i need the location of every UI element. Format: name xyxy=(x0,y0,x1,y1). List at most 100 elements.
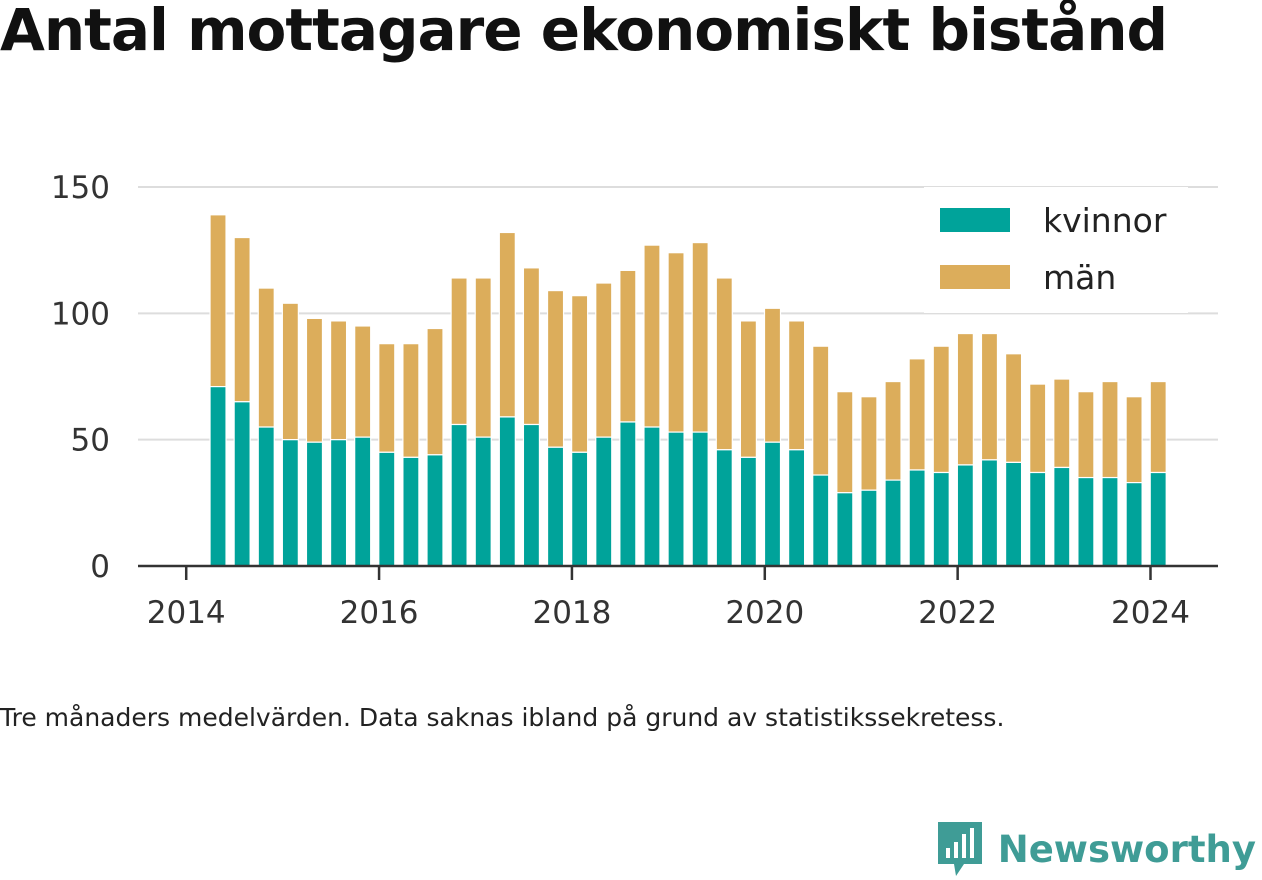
bar-kvinnor xyxy=(595,436,613,567)
bar-kvinnor xyxy=(1077,476,1095,567)
bar-man xyxy=(980,332,999,461)
bar-kvinnor xyxy=(691,431,709,567)
bar-man xyxy=(281,302,299,441)
bar-man xyxy=(402,343,420,458)
bar-kvinnor xyxy=(474,436,492,567)
bar-kvinnor xyxy=(378,451,396,567)
bar-man xyxy=(643,244,661,428)
bar-kvinnor xyxy=(956,464,974,567)
newsworthy-logo-icon xyxy=(937,822,982,876)
brand-logo[interactable]: Newsworthy xyxy=(934,818,1256,880)
bar-man xyxy=(667,252,685,433)
x-tick-label: 2018 xyxy=(532,595,611,631)
bar-man xyxy=(498,231,516,418)
bar-man xyxy=(619,269,637,423)
bar-man xyxy=(956,332,974,466)
bar-man xyxy=(715,277,733,451)
bar-kvinnor xyxy=(1029,471,1047,567)
bar-kvinnor xyxy=(667,431,685,567)
bar-kvinnor xyxy=(619,421,637,567)
bar-man xyxy=(426,327,444,456)
bar-kvinnor xyxy=(1004,461,1023,567)
bar-man xyxy=(908,358,926,471)
axes: 0 50 100 150 2014 2016 2018 2020 2022 2024 xyxy=(51,170,1218,631)
bar-man xyxy=(546,289,565,448)
bar-kvinnor xyxy=(980,459,999,567)
bar-kvinnor xyxy=(788,449,806,567)
chart-note: Tre månaders medelvärden. Data saknas ib… xyxy=(0,703,1005,732)
legend-label: män xyxy=(1043,258,1116,297)
bar-kvinnor xyxy=(329,439,348,567)
bar-man xyxy=(932,345,950,474)
bar-man xyxy=(1125,396,1143,484)
bar-man xyxy=(1149,380,1167,474)
bar-man xyxy=(788,320,806,451)
bar-man xyxy=(378,343,396,453)
x-tick-label: 2022 xyxy=(918,595,997,631)
bar-kvinnor xyxy=(281,439,299,567)
legend-swatch xyxy=(940,265,1010,289)
bar-man xyxy=(329,320,348,441)
bar-man xyxy=(257,287,275,428)
x-tick-label: 2014 xyxy=(147,595,226,631)
bar-kvinnor xyxy=(305,441,324,567)
bar-man xyxy=(739,320,757,458)
bar-kvinnor xyxy=(884,479,902,567)
bar-man xyxy=(233,236,251,403)
bar-man xyxy=(1029,383,1047,474)
bar-kvinnor xyxy=(932,471,950,567)
bar-kvinnor xyxy=(546,446,565,567)
y-tick-label: 150 xyxy=(51,170,110,206)
legend-label: kvinnor xyxy=(1043,201,1167,240)
x-tick-label: 2016 xyxy=(340,595,419,631)
brand-name: Newsworthy xyxy=(997,827,1256,871)
bar-man xyxy=(812,345,830,476)
bar-kvinnor xyxy=(739,456,757,567)
bar-kvinnor xyxy=(209,386,227,567)
bar-man xyxy=(209,214,227,388)
x-tick-label: 2024 xyxy=(1111,595,1190,631)
bar-kvinnor xyxy=(402,456,420,567)
bar-kvinnor xyxy=(426,454,444,567)
bar-kvinnor xyxy=(763,441,782,567)
bar-man xyxy=(1053,378,1071,469)
legend-swatch xyxy=(940,208,1010,232)
bar-kvinnor xyxy=(450,423,468,567)
bar-man xyxy=(884,380,902,481)
y-tick-label: 100 xyxy=(51,296,110,332)
x-tick-label: 2020 xyxy=(725,595,804,631)
bar-kvinnor xyxy=(522,423,541,567)
bar-kvinnor xyxy=(1149,471,1167,567)
bar-man xyxy=(474,277,492,438)
bar-kvinnor xyxy=(643,426,661,567)
bar-man xyxy=(1077,391,1095,479)
y-tick-label: 0 xyxy=(90,549,110,585)
bar-man xyxy=(836,391,854,494)
bar-man xyxy=(1101,380,1119,479)
bar-kvinnor xyxy=(836,492,854,567)
bar-man xyxy=(305,317,324,443)
bar-kvinnor xyxy=(1053,466,1071,567)
bar-man xyxy=(1004,353,1023,464)
bar-man xyxy=(691,241,709,433)
stacked-bar-chart: 0 50 100 150 2014 2016 2018 2020 2022 2024 kvinno… xyxy=(51,170,1218,631)
bar-man xyxy=(763,307,782,443)
legend: kvinnor män xyxy=(924,187,1188,313)
bar-man xyxy=(354,325,372,438)
bar-man xyxy=(450,277,468,426)
bar-kvinnor xyxy=(498,416,516,567)
bar-kvinnor xyxy=(233,401,251,567)
bar-kvinnor xyxy=(812,474,830,567)
bar-kvinnor xyxy=(354,436,372,567)
bar-man xyxy=(860,396,878,491)
chart-title: Antal mottagare ekonomiskt bistånd xyxy=(0,0,1168,64)
bar-man xyxy=(595,282,613,438)
bar-man xyxy=(522,267,541,426)
bar-kvinnor xyxy=(908,469,926,567)
bar-kvinnor xyxy=(257,426,275,567)
bar-kvinnor xyxy=(571,451,589,567)
y-tick-label: 50 xyxy=(71,423,110,459)
bar-kvinnor xyxy=(715,449,733,567)
bar-kvinnor xyxy=(860,489,878,567)
bar-man xyxy=(571,295,589,453)
